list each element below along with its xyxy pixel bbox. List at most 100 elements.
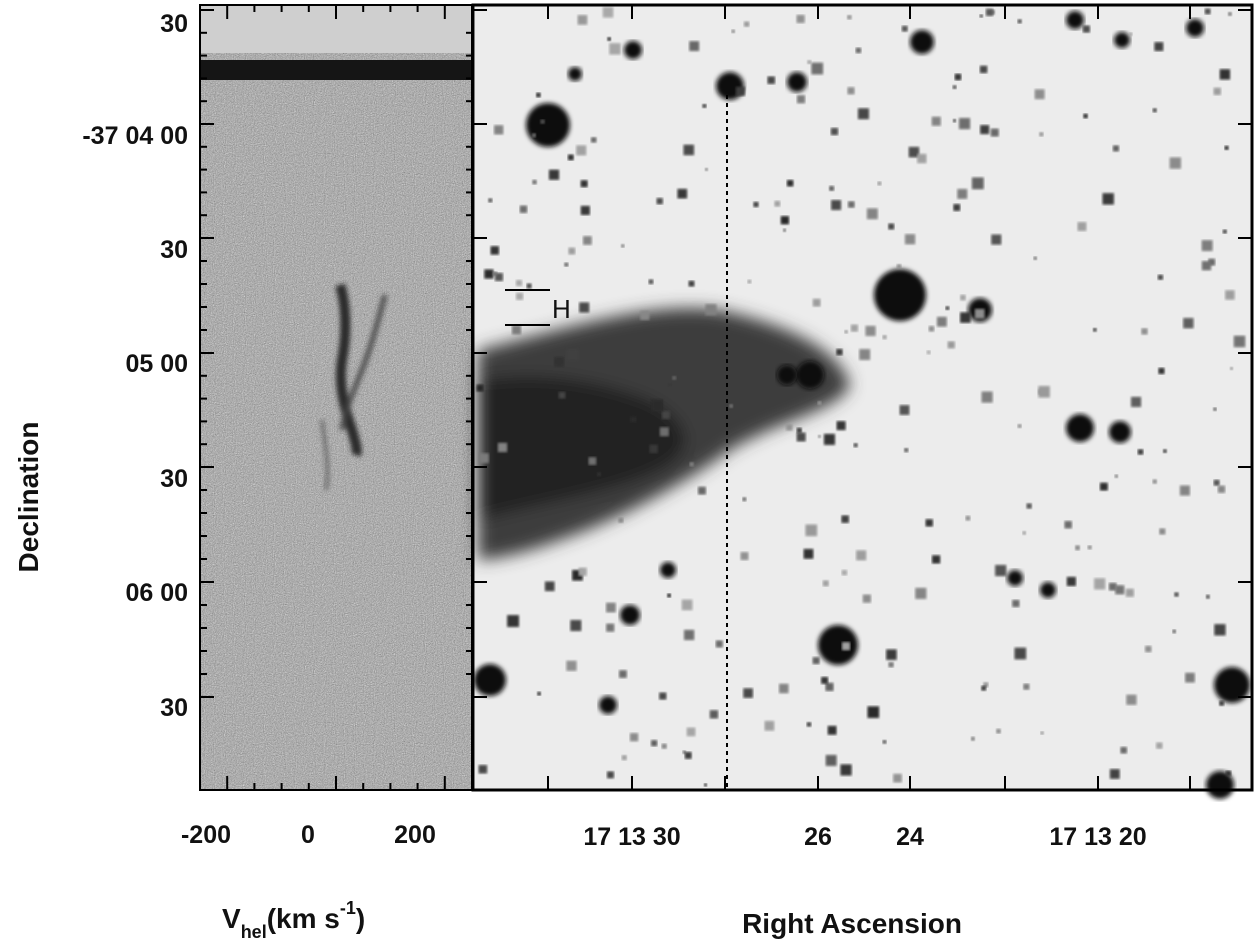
star <box>630 416 637 423</box>
star <box>729 404 733 408</box>
star <box>661 410 670 420</box>
star <box>1066 11 1084 29</box>
star <box>735 86 745 96</box>
axis-ticks <box>200 5 1252 790</box>
star <box>476 384 484 392</box>
star <box>796 427 802 434</box>
star <box>702 103 707 108</box>
star <box>572 569 583 581</box>
star <box>777 365 797 385</box>
star <box>731 29 736 34</box>
star <box>866 208 878 220</box>
star <box>901 25 908 32</box>
star <box>567 154 574 161</box>
star <box>827 725 837 735</box>
star <box>957 188 968 199</box>
star <box>1158 367 1165 375</box>
star <box>1039 132 1044 137</box>
star <box>715 640 723 648</box>
star <box>811 62 824 75</box>
y-tick-labels: 30 -37 04 00 30 05 00 30 06 00 30 <box>82 10 188 722</box>
star <box>1163 449 1167 453</box>
star <box>1108 582 1117 591</box>
star <box>588 457 597 465</box>
star <box>1064 520 1072 529</box>
star <box>855 47 862 54</box>
star <box>981 391 993 403</box>
star <box>566 660 577 671</box>
star <box>1014 647 1027 660</box>
star <box>831 200 842 211</box>
star <box>1007 570 1023 586</box>
star <box>960 312 971 323</box>
star <box>648 279 654 285</box>
star <box>931 116 941 126</box>
star <box>484 269 494 279</box>
star <box>1222 229 1227 234</box>
star <box>1186 19 1204 37</box>
star <box>566 348 579 361</box>
star <box>649 444 658 454</box>
star <box>1120 746 1127 754</box>
star <box>787 72 807 92</box>
star <box>926 350 931 355</box>
star <box>705 304 717 316</box>
star <box>590 137 597 143</box>
star <box>817 434 821 438</box>
marker-h: H <box>505 289 571 326</box>
star <box>764 720 775 731</box>
star <box>867 706 880 718</box>
star <box>812 298 821 307</box>
star <box>985 8 994 17</box>
star <box>515 279 523 287</box>
star <box>856 550 867 561</box>
star <box>1183 317 1194 329</box>
star <box>672 376 677 380</box>
star <box>519 205 528 213</box>
star <box>931 555 941 564</box>
star <box>492 271 498 276</box>
star <box>568 67 582 81</box>
star <box>1225 770 1232 777</box>
star <box>1017 19 1022 24</box>
star <box>945 306 950 311</box>
star <box>812 657 820 665</box>
star <box>882 335 887 340</box>
star <box>619 670 627 678</box>
star <box>602 7 614 18</box>
star <box>991 234 1002 245</box>
star <box>841 515 849 523</box>
star <box>1034 89 1045 100</box>
star <box>904 448 909 453</box>
star <box>1225 290 1235 300</box>
star <box>857 108 869 120</box>
star <box>958 118 971 130</box>
star <box>960 294 966 301</box>
star <box>874 269 926 321</box>
star <box>609 43 621 55</box>
star <box>1077 222 1087 232</box>
star <box>807 60 812 65</box>
star <box>1083 113 1088 119</box>
star <box>821 676 829 684</box>
star <box>753 201 759 208</box>
star <box>516 292 524 300</box>
velocity-tick-label: -200 <box>181 821 231 849</box>
star <box>478 453 489 464</box>
star <box>689 462 694 467</box>
star <box>847 87 855 95</box>
star <box>1099 482 1108 491</box>
velocity-tick-label: 200 <box>394 821 436 849</box>
star <box>1224 145 1229 150</box>
star <box>743 21 750 27</box>
star <box>704 167 708 171</box>
star <box>899 405 910 415</box>
y-tick-label: -37 04 00 <box>82 122 188 150</box>
star <box>1026 503 1032 509</box>
star <box>507 615 520 627</box>
y-tick-label: 30 <box>160 465 188 493</box>
star <box>1204 8 1211 15</box>
star <box>1233 335 1246 348</box>
star <box>624 41 642 59</box>
